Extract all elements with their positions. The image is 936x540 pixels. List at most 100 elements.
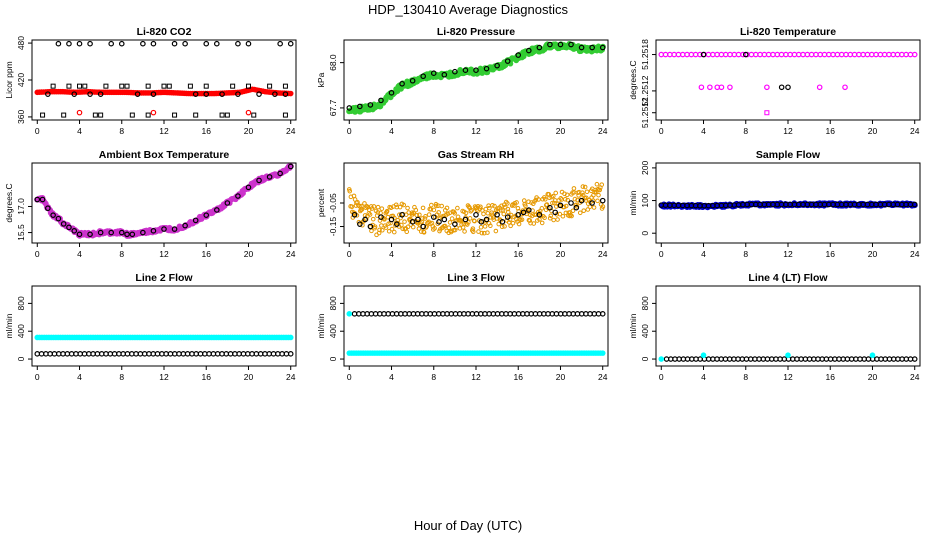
rh_cloud-point [347,188,353,194]
rh_cloud-point [432,226,437,231]
boxtemp_mean-point [124,231,130,238]
rh_cloud-point [485,230,490,235]
rh_cloud-point [369,228,374,234]
co2_upper-point [82,83,88,89]
co2_upper-point [267,83,273,89]
boxtemp_mean-point [245,184,252,191]
panel-pressure: Li-820 Pressure kPa 0 4 8 12 16 20 24 67.7 68.0 [316,26,609,136]
panel-title: Li-820 CO2 [137,26,192,38]
pressure_mean-point [578,44,585,51]
rh_points-point [420,223,427,230]
rh_cloud-point [372,224,378,229]
panel-line4: Line 4 (LT) Flow ml/min 0 4 8 12 16 20 24 0 400 800 [628,272,921,382]
x-tick-label: 4 [701,249,706,259]
x-tick-label: 4 [389,126,394,136]
series-layer [658,352,918,362]
panel-title: Line 4 (LT) Flow [748,272,828,284]
rh_cloud-point [533,197,539,203]
co2_max-point [118,40,125,47]
co2_low-point [40,112,46,118]
x-axis-caption: Hour of Day (UTC) [413,518,523,533]
rh_points-point [525,207,532,213]
y-tick-label: 0 [640,356,650,361]
y-tick-label: 67.7 [328,99,338,116]
pressure_mean-point [409,77,416,84]
y-axis-label: ml/min [316,313,326,338]
x-tick-label: 8 [119,372,124,382]
co2_mid-point [134,91,141,97]
co2_max-point [245,40,252,47]
boxtemp_mean-point [129,231,136,238]
x-tick-label: 4 [389,372,394,382]
rh_cloud-point [431,207,437,213]
panel-title: Ambient Box Temperature [99,149,230,161]
y-tick-label: 51.2512 [640,75,650,106]
x-tick-label: 8 [119,249,124,259]
rh_cloud-point [568,212,573,218]
rh_cloud-point [505,209,511,215]
boxtemp_mean-point [66,224,72,231]
x-tick-label: 8 [743,126,748,136]
co2_max-point [108,40,115,47]
rh_cloud-point [485,210,491,216]
rh_cloud-point [505,201,510,206]
rh_points-point [409,219,416,225]
x-tick-label: 20 [556,249,566,259]
y-axis-label: ml/min [4,313,14,338]
x-tick-label: 20 [244,249,254,259]
y-tick-label: 400 [328,324,338,338]
boxtemp_mean-point [266,174,273,180]
rh_cloud-point [569,213,574,219]
series-layer [346,40,606,115]
co2_max-point [171,40,178,47]
co2_max-point [203,40,210,47]
rh_cloud-point [512,203,517,208]
co2_upper-point [282,83,288,89]
rh_cloud-point [490,203,495,208]
rh_cloud-point [570,208,576,214]
co2_max-point [140,40,146,47]
boxtemp_mean-point [150,228,157,234]
rh_cloud-point [600,204,606,209]
rh_cloud-point [564,192,570,198]
x-tick-label: 16 [826,372,836,382]
boxtemp_mean-point [97,229,104,236]
rh_cloud-point [446,225,452,230]
co2_upper-point [145,83,151,89]
co2_low-point [282,112,288,118]
rh_cloud-point [434,203,439,209]
rh_cloud-point [580,190,585,195]
pressure_mean-point [367,102,374,108]
rh_cloud-point [582,184,588,190]
x-tick-label: 4 [389,249,394,259]
rh_cloud-point [572,196,578,202]
boxtemp_mean-point [140,229,146,236]
line2_cyan-point [287,334,294,341]
temp_main-point [911,51,918,58]
x-tick-label: 16 [202,126,212,136]
rh_points-point [357,221,363,227]
rh_cloud-point [405,224,411,230]
series-layer [34,163,294,239]
rh_cloud-point [405,205,410,211]
y-tick-label: 68.0 [328,54,338,71]
rh_cloud-point [464,222,470,227]
rh_cloud-point [349,204,355,209]
line4_cyan-point [658,356,665,362]
temp_low_magenta-point [718,84,725,91]
rh_cloud-point [422,216,428,221]
pressure_mean-point [483,65,490,72]
x-tick-label: 24 [598,126,608,136]
boxtemp_mean-point [87,231,93,238]
rh_cloud-point [370,216,376,222]
rh_cloud-point [508,223,513,229]
rh_cloud-point [537,217,542,222]
rh_cloud-point [367,212,373,217]
y-tick-label: 15.5 [16,224,26,241]
co2_low-point [61,112,67,118]
co2_mid-point [219,91,225,97]
panel-title: Li-820 Pressure [437,26,515,38]
rh_points-point [573,204,580,211]
panel-title: Sample Flow [756,149,821,161]
